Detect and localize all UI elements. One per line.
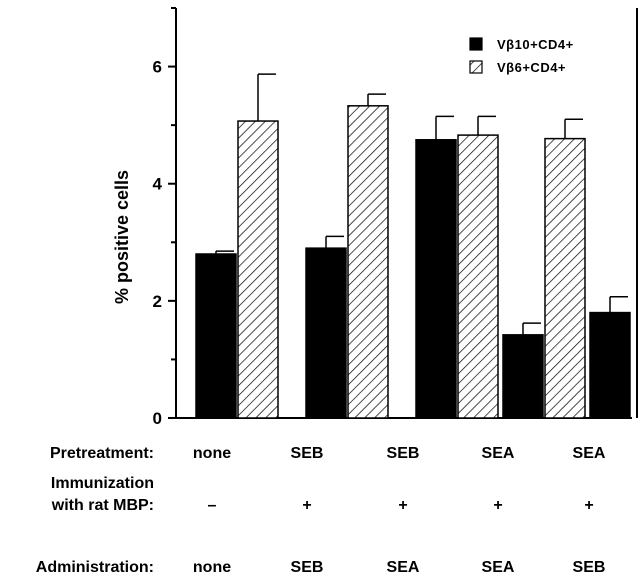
condition-cell: SEB: [291, 445, 324, 462]
condition-cell: none: [193, 559, 231, 576]
condition-cell: +: [398, 497, 407, 514]
condition-cell: SEB: [387, 445, 420, 462]
condition-cell: SEA: [482, 445, 515, 462]
bar-vb10: [502, 334, 544, 419]
y-tick-label: 4: [153, 175, 163, 194]
legend-swatch: [469, 37, 483, 51]
plot-area: 0 2 4 6 % positive cells: [112, 7, 638, 428]
bar-vb10: [589, 311, 631, 419]
condition-table: Pretreatment: none SEB SEB SEA SEA Immunizatio…: [36, 445, 606, 576]
condition-row-label-line: Immunization: [51, 475, 154, 492]
condition-cell: SEB: [291, 559, 324, 576]
legend-label: Vβ10+CD4+: [497, 37, 574, 52]
y-tick-label: 0: [153, 409, 162, 428]
bar-vb6: [544, 137, 586, 419]
legend-swatch: [469, 60, 483, 74]
condition-row-label-line: with rat MBP:: [51, 497, 154, 514]
condition-cell: SEA: [387, 559, 420, 576]
y-axis-label: % positive cells: [112, 170, 132, 304]
condition-row-label: Pretreatment:: [50, 445, 154, 462]
condition-cell: +: [302, 497, 311, 514]
condition-cell: SEA: [482, 559, 515, 576]
bar-vb6: [457, 134, 499, 419]
legend-label: Vβ6+CD4+: [497, 60, 566, 75]
legend: Vβ10+CD4+ Vβ6+CD4+: [469, 37, 574, 75]
y-tick-label: 6: [153, 58, 162, 77]
condition-cell: +: [493, 497, 502, 514]
condition-row-label-line: Administration:: [36, 559, 154, 576]
condition-row-label-line: Pretreatment:: [50, 445, 154, 462]
condition-cell: –: [208, 497, 217, 514]
bar-vb6: [347, 105, 389, 419]
condition-cell: SEB: [573, 559, 606, 576]
bar-vb6: [237, 120, 279, 419]
bar-vb10: [415, 139, 457, 419]
bar-vb10: [195, 253, 237, 419]
condition-cell: none: [193, 445, 231, 462]
condition-cell: +: [584, 497, 593, 514]
bar-vb10: [305, 247, 347, 419]
condition-row-label: Administration:: [36, 559, 154, 576]
condition-cell: SEA: [573, 445, 606, 462]
y-tick-label: 2: [153, 292, 162, 311]
condition-row-label: Immunization with rat MBP:: [51, 475, 154, 514]
